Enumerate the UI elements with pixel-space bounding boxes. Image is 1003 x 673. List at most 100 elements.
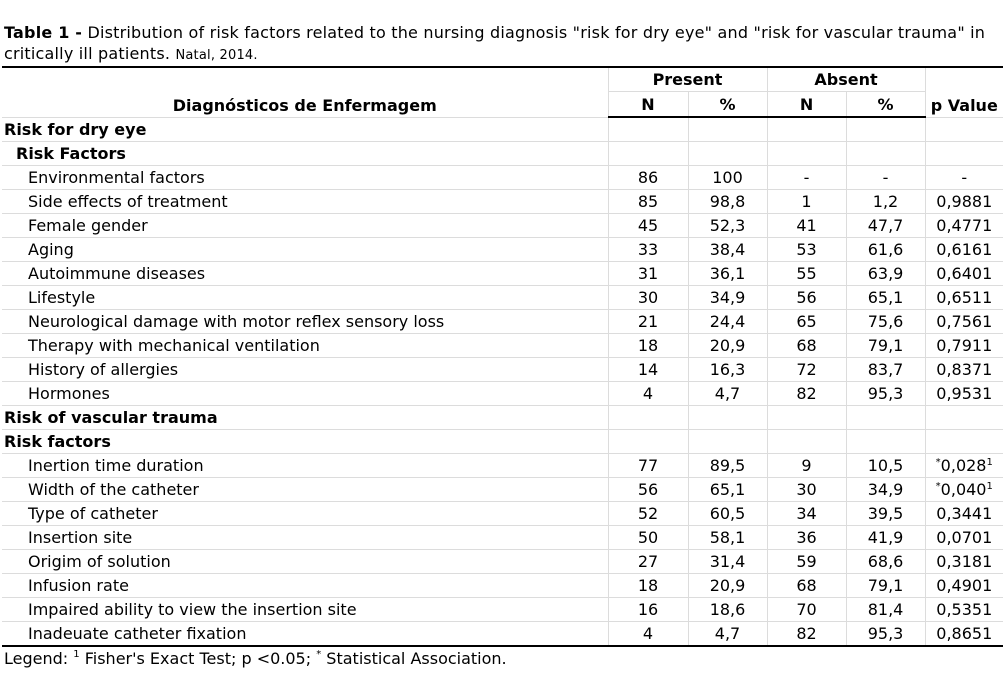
present-pct: 18,6: [688, 598, 767, 622]
absent-pct: 68,6: [846, 550, 925, 574]
table-row: Lifestyle 30 34,9 56 65,1 0,6511: [2, 286, 1003, 310]
present-pct: 20,9: [688, 574, 767, 598]
p-value-cell: 0,0701: [925, 526, 1003, 550]
absent-n: 72: [767, 358, 846, 382]
risk-factor-label: Insertion site: [2, 526, 608, 550]
absent-n: 9: [767, 454, 846, 478]
present-n: 4: [608, 622, 688, 647]
absent-n: 56: [767, 286, 846, 310]
empty-cell: [925, 406, 1003, 430]
table-row: Environmental factors 86 100- - -: [2, 166, 1003, 190]
table-row: Width of the catheter 56 65,1 30 34,9 *0,0401: [2, 478, 1003, 502]
absent-pct: -: [846, 166, 925, 190]
risk-factor-label: Impaired ability to view the insertion s…: [2, 598, 608, 622]
header-present-n: N: [608, 92, 688, 118]
risk-factor-label: Environmental factors: [2, 166, 608, 190]
p-value-cell: 0,7561: [925, 310, 1003, 334]
p-value-cell: 0,4901: [925, 574, 1003, 598]
present-n: 52: [608, 502, 688, 526]
present-pct: 20,9: [688, 334, 767, 358]
present-pct: 34,9: [688, 286, 767, 310]
p-value: 0,9531: [936, 384, 992, 403]
table-legend: Legend: 1 Fisher's Exact Test; p <0.05; …: [4, 649, 507, 669]
p-value-cell: 0,8371: [925, 358, 1003, 382]
absent-n: 53: [767, 238, 846, 262]
risk-factor-label: Lifestyle: [2, 286, 608, 310]
present-pct: 89,5: [688, 454, 767, 478]
section-subtitle: Risk Factors: [2, 142, 608, 166]
table-row: Therapy with mechanical ventilation 18 20,…: [2, 334, 1003, 358]
absent-pct: 63,9: [846, 262, 925, 286]
p-value-sup: 1: [986, 481, 992, 492]
p-value: 0,6511: [936, 288, 992, 307]
absent-n: 1: [767, 190, 846, 214]
risk-factors-table: Diagnósticos de Enfermagem Present Absen…: [2, 66, 1003, 647]
present-n: 86: [608, 166, 688, 190]
absent-n: -: [767, 166, 846, 190]
table-row: Inadeuate catheter fixation 4 4,7 82 95,3 0,8…: [2, 622, 1003, 647]
risk-factor-label: Width of the catheter: [2, 478, 608, 502]
risk-factor-label: Neurological damage with motor reflex se…: [2, 310, 608, 334]
absent-n: 82: [767, 622, 846, 647]
section-subtitle-row: Risk Factors: [2, 142, 1003, 166]
absent-n: 41: [767, 214, 846, 238]
absent-n: 55: [767, 262, 846, 286]
absent-pct: 41,9: [846, 526, 925, 550]
present-pct: 52,3: [688, 214, 767, 238]
empty-cell: [608, 117, 688, 142]
empty-cell: [846, 406, 925, 430]
p-value: 0,7911: [936, 336, 992, 355]
present-n: 85: [608, 190, 688, 214]
p-value-cell: 0,6511: [925, 286, 1003, 310]
p-value: 0,3181: [936, 552, 992, 571]
risk-factor-label: Hormones: [2, 382, 608, 406]
present-pct: 38,4: [688, 238, 767, 262]
table-row: Impaired ability to view the insertion s…: [2, 598, 1003, 622]
empty-cell: [846, 117, 925, 142]
empty-cell: [688, 142, 767, 166]
p-value-cell: -: [925, 166, 1003, 190]
p-value: 0,4771: [936, 216, 992, 235]
legend-label: Legend:: [4, 649, 68, 668]
section-title: Risk of vascular trauma: [2, 406, 608, 430]
table-row: Origim of solution 27 31,4 59 68,6 0,3181: [2, 550, 1003, 574]
p-value: 0,6161: [936, 240, 992, 259]
section-title: Risk for dry eye: [2, 117, 608, 142]
p-value-sup: 1: [986, 457, 992, 468]
header-p-value: p Value: [925, 67, 1003, 117]
present-n: 18: [608, 574, 688, 598]
table-body: Risk for dry eye Risk Factors Environmenta…: [2, 117, 1003, 646]
table-row: Inertion time duration 77 89,5 9 10,5 *0,0281: [2, 454, 1003, 478]
absent-pct: 79,1: [846, 334, 925, 358]
absent-pct: 79,1: [846, 574, 925, 598]
header-present-pct: %: [688, 92, 767, 118]
absent-pct: 95,3: [846, 622, 925, 647]
table-row: Aging 33 38,4 53 61,6 0,6161: [2, 238, 1003, 262]
p-value-cell: 0,4771: [925, 214, 1003, 238]
absent-n: 68: [767, 334, 846, 358]
present-pct: 98,8: [688, 190, 767, 214]
caption-label: Table 1 -: [4, 23, 82, 42]
present-pct: 4,7: [688, 622, 767, 647]
present-n: 77: [608, 454, 688, 478]
p-value-cell: 0,9531: [925, 382, 1003, 406]
p-value-cell: *0,0401: [925, 478, 1003, 502]
present-n: 50: [608, 526, 688, 550]
absent-n: 68: [767, 574, 846, 598]
present-n: 56: [608, 478, 688, 502]
absent-pct: 34,9: [846, 478, 925, 502]
present-pct: 16,3: [688, 358, 767, 382]
present-n: 27: [608, 550, 688, 574]
p-value-cell: 0,5351: [925, 598, 1003, 622]
section-subtitle: Risk factors: [2, 430, 608, 454]
table-row: Hormones 4 4,7 82 95,3 0,9531: [2, 382, 1003, 406]
absent-n: 70: [767, 598, 846, 622]
present-n: 30: [608, 286, 688, 310]
absent-n: 59: [767, 550, 846, 574]
risk-factor-label: Therapy with mechanical ventilation: [2, 334, 608, 358]
present-pct: 100: [688, 166, 767, 190]
p-value: 0,6401: [936, 264, 992, 283]
header-absent-n: N: [767, 92, 846, 118]
p-value: 0,7561: [936, 312, 992, 331]
empty-cell: [925, 430, 1003, 454]
